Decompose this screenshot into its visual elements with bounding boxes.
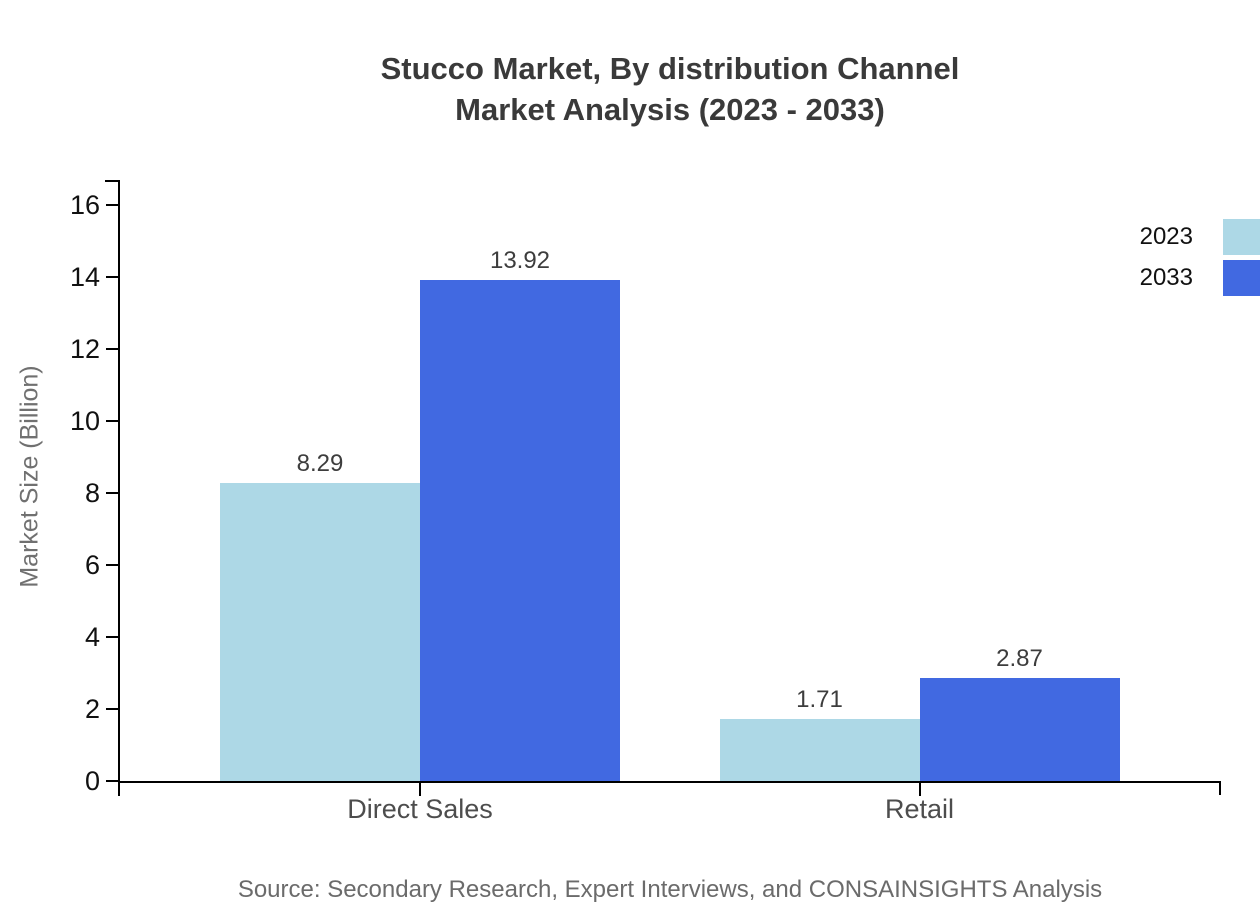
bar-value-direct-sales-2033: 13.92 bbox=[489, 246, 551, 274]
legend: 2023 2033 bbox=[1140, 219, 1260, 301]
y-axis-top-cap bbox=[105, 180, 120, 182]
y-tick-label-0: 0 bbox=[84, 766, 100, 796]
bar-retail-2033 bbox=[919, 677, 1120, 781]
y-tick-mark-16 bbox=[106, 204, 119, 206]
x-tick-mark-direct-sales bbox=[419, 783, 421, 796]
legend-swatch-2033 bbox=[1223, 260, 1260, 296]
y-tick-mark-0 bbox=[106, 780, 119, 782]
legend-row-2023: 2023 bbox=[1140, 219, 1260, 255]
x-axis-left-end-tick bbox=[118, 783, 120, 796]
y-tick-label-4: 4 bbox=[84, 622, 100, 652]
legend-label-2033: 2033 bbox=[1139, 264, 1193, 291]
legend-label-2023: 2023 bbox=[1139, 223, 1193, 250]
x-axis-spine bbox=[118, 781, 1221, 783]
y-axis-title: Market Size (Billion) bbox=[15, 365, 44, 588]
y-tick-label-12: 12 bbox=[69, 334, 100, 364]
y-tick-mark-8 bbox=[106, 492, 119, 494]
bar-value-direct-sales-2023: 8.29 bbox=[296, 449, 344, 477]
chart-title-line1: Stucco Market, By distribution Channel bbox=[380, 51, 960, 86]
y-axis-spine bbox=[118, 180, 120, 783]
bar-direct-sales-2033 bbox=[420, 279, 620, 781]
y-tick-mark-2 bbox=[106, 708, 119, 710]
source-text: Source: Secondary Research, Expert Inter… bbox=[237, 876, 1103, 903]
x-axis-right-cap bbox=[1219, 781, 1221, 795]
bar-value-retail-2023: 1.71 bbox=[796, 686, 843, 714]
y-tick-mark-6 bbox=[106, 564, 119, 566]
y-tick-label-6: 6 bbox=[84, 550, 100, 580]
y-tick-label-2: 2 bbox=[84, 694, 100, 724]
x-tick-mark-retail bbox=[918, 783, 921, 796]
bar-direct-sales-2023 bbox=[220, 482, 420, 781]
legend-row-2033: 2033 bbox=[1140, 260, 1260, 296]
bar-retail-2023 bbox=[719, 719, 920, 781]
category-label-direct-sales: Direct Sales bbox=[347, 794, 493, 824]
y-tick-label-14: 14 bbox=[69, 262, 100, 292]
chart-title: Stucco Market, By distribution Channel M… bbox=[120, 48, 1220, 130]
y-tick-label-16: 16 bbox=[69, 190, 100, 220]
y-tick-mark-14 bbox=[106, 276, 119, 278]
bar-value-retail-2033: 2.87 bbox=[996, 644, 1043, 672]
y-tick-label-8: 8 bbox=[84, 478, 100, 508]
legend-swatch-2023 bbox=[1223, 219, 1260, 255]
y-tick-mark-4 bbox=[106, 636, 119, 638]
chart-title-line2: Market Analysis (2023 - 2033) bbox=[455, 92, 885, 127]
category-label-retail: Retail bbox=[884, 794, 955, 824]
y-tick-mark-12 bbox=[106, 348, 119, 350]
y-tick-mark-10 bbox=[106, 420, 119, 422]
y-tick-label-10: 10 bbox=[69, 406, 100, 436]
